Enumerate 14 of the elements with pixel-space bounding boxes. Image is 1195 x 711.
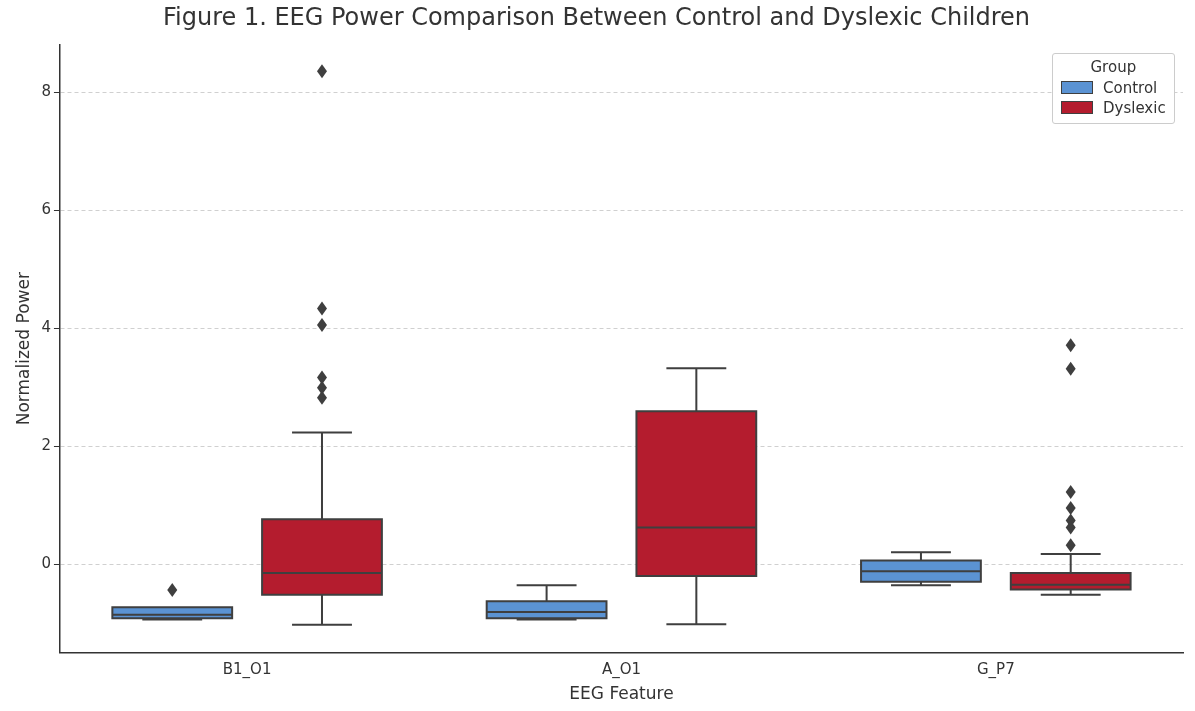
x-tick-label: B1_O1 <box>222 660 272 680</box>
y-tick-label: 4 <box>41 317 51 336</box>
y-tick-label: 6 <box>41 199 51 218</box>
y-axis-title: Normalized Power <box>12 272 33 426</box>
legend-label: Dyslexic <box>1103 98 1166 117</box>
y-tick-label: 2 <box>41 435 51 454</box>
legend-label: Control <box>1103 78 1158 97</box>
legend-title: Group <box>1089 57 1138 76</box>
x-tick-label: A_O1 <box>601 660 642 680</box>
x-tick-label: G_P7 <box>976 660 1015 680</box>
x-axis-title: EEG Feature <box>569 683 674 704</box>
y-tick-label: 8 <box>41 81 51 100</box>
y-tick-label: 0 <box>41 553 51 572</box>
chart-title: Figure 1. EEG Power Comparison Between Control and Dyslexic Children <box>162 2 1031 31</box>
